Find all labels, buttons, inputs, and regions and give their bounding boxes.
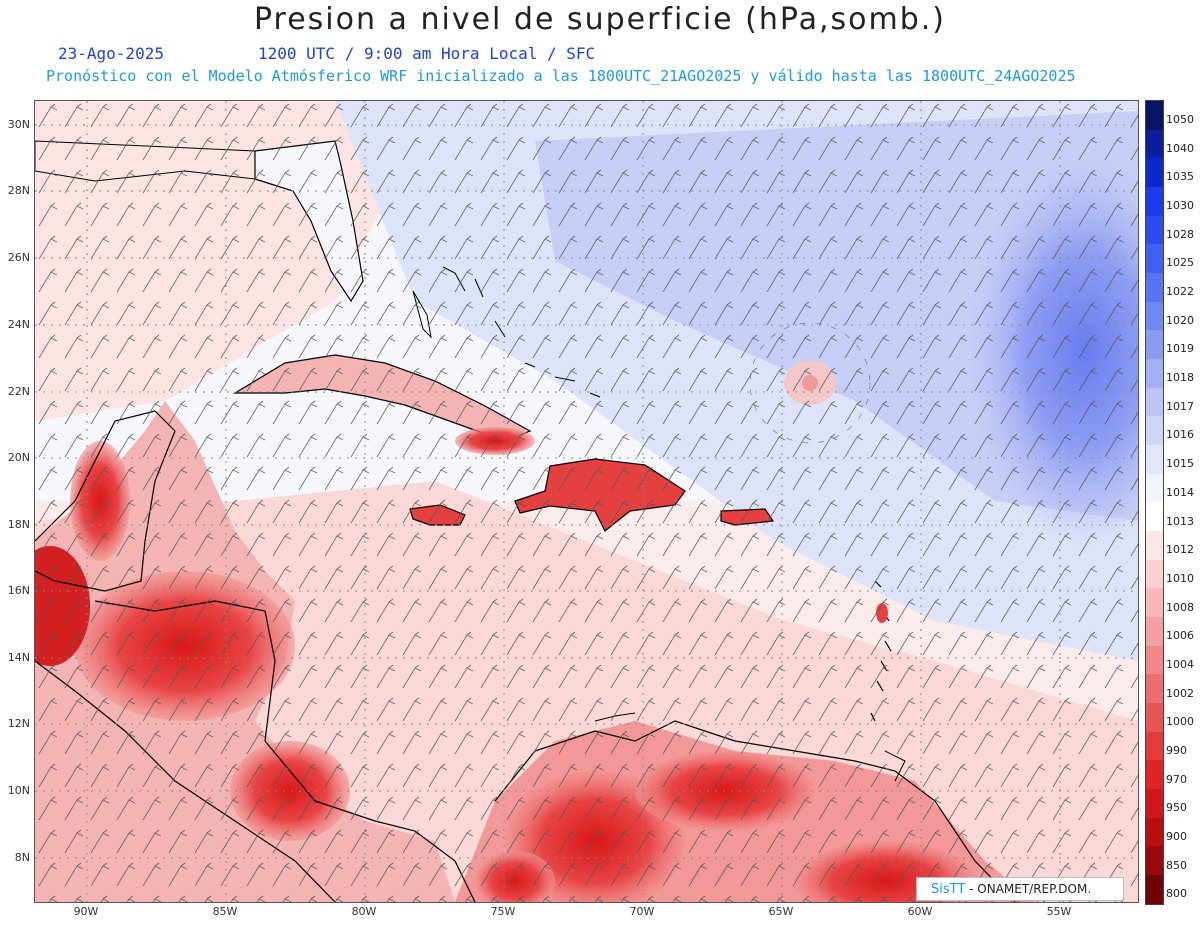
valid-time: 1200 UTC / 9:00 am Hora Local / SFC	[258, 44, 596, 63]
lon-label-60w: 60W	[907, 905, 933, 918]
lon-label-75w: 75W	[490, 905, 516, 918]
pressure-colorbar	[1145, 100, 1164, 905]
colorbar-label: 1000	[1166, 715, 1194, 729]
lat-label-18n: 18N	[7, 518, 30, 531]
colorbar-swatch	[1146, 215, 1163, 245]
colorbar-swatch	[1146, 760, 1163, 790]
colorbar-swatch	[1146, 588, 1163, 618]
pressure-map	[34, 100, 1139, 903]
colorbar-swatch	[1146, 129, 1163, 159]
colorbar-swatch	[1146, 158, 1163, 188]
lat-label-16n: 16N	[7, 584, 30, 597]
forecast-description: Pronóstico con el Modelo Atmósferico WRF…	[46, 67, 1076, 85]
colorbar-swatch	[1146, 273, 1163, 302]
colorbar-swatch	[1146, 359, 1163, 388]
colorbar-label: 990	[1166, 743, 1187, 757]
colorbar-label: 1028	[1166, 227, 1194, 241]
colorbar-swatch	[1146, 502, 1163, 532]
colorbar-label: 1019	[1166, 342, 1194, 356]
colorbar-label: 1017	[1166, 399, 1194, 413]
lat-lon-grid	[35, 101, 1138, 902]
colorbar-label: 1013	[1166, 514, 1194, 528]
colorbar-label: 1020	[1166, 313, 1194, 327]
colorbar-label: 1050	[1166, 113, 1194, 126]
colorbar-label: 1010	[1166, 571, 1194, 585]
colorbar-label: 1030	[1166, 199, 1194, 213]
colorbar-swatch	[1146, 187, 1163, 216]
wind-barbs	[35, 101, 1138, 902]
lat-label-26n: 26N	[7, 251, 30, 264]
colorbar-label: 1025	[1166, 256, 1194, 270]
colorbar-label: 800	[1166, 887, 1187, 901]
lon-label-85w: 85W	[212, 905, 238, 918]
colorbar-swatch	[1146, 875, 1163, 904]
lon-label-70w: 70W	[629, 905, 655, 918]
colorbar-swatch	[1146, 674, 1163, 704]
lon-label-55w: 55W	[1046, 905, 1072, 918]
colorbar-label: 970	[1166, 772, 1187, 786]
colorbar-swatch	[1146, 617, 1163, 646]
colorbar-swatch	[1146, 645, 1163, 675]
lon-label-90w: 90W	[73, 905, 99, 918]
lat-label-20n: 20N	[7, 451, 30, 464]
colorbar-swatch	[1146, 731, 1163, 761]
colorbar-swatch	[1146, 817, 1163, 847]
colorbar-swatch	[1146, 301, 1163, 331]
colorbar-label: 900	[1166, 829, 1187, 843]
colorbar-label: 1008	[1166, 600, 1194, 614]
colorbar-label: 1006	[1166, 629, 1194, 643]
colorbar-label: 950	[1166, 801, 1187, 815]
colorbar-swatch	[1146, 789, 1163, 818]
colorbar-label: 1035	[1166, 170, 1194, 184]
lat-label-14n: 14N	[7, 651, 30, 664]
colorbar-swatch	[1146, 387, 1163, 417]
colorbar-label: 1018	[1166, 371, 1194, 385]
sistt-logo: SisTT	[931, 882, 966, 897]
lat-label-28n: 28N	[7, 184, 30, 197]
lat-label-24n: 24N	[7, 318, 30, 331]
colorbar-swatch	[1146, 559, 1163, 589]
lon-label-80w: 80W	[351, 905, 377, 918]
colorbar-label: 850	[1166, 858, 1187, 872]
map-title: Presion a nivel de superficie (hPa,somb.…	[253, 2, 947, 37]
colorbar-swatch	[1146, 846, 1163, 876]
lat-label-30n: 30N	[7, 118, 30, 131]
lat-label-22n: 22N	[7, 385, 30, 398]
colorbar-swatch	[1146, 473, 1163, 503]
lat-label-8n: 8N	[14, 851, 30, 864]
colorbar-swatch	[1146, 330, 1163, 360]
colorbar-swatch	[1146, 244, 1163, 274]
colorbar-label: 1016	[1166, 428, 1194, 442]
colorbar-swatch	[1146, 445, 1163, 474]
colorbar-label: 1014	[1166, 485, 1194, 499]
colorbar-label: 1012	[1166, 543, 1194, 557]
colorbar-label: 1002	[1166, 686, 1194, 700]
lat-label-10n: 10N	[7, 784, 30, 797]
colorbar-swatch	[1146, 416, 1163, 446]
colorbar-label: 1015	[1166, 457, 1194, 471]
credit-box: SisTT - ONAMET/REP.DOM.	[916, 877, 1124, 901]
colorbar-swatch	[1146, 531, 1163, 560]
colorbar-label: 1004	[1166, 657, 1194, 671]
lat-label-12n: 12N	[7, 717, 30, 730]
colorbar-swatch	[1146, 101, 1163, 130]
lon-label-65w: 65W	[768, 905, 794, 918]
colorbar-swatch	[1146, 703, 1163, 732]
colorbar-label: 1022	[1166, 285, 1194, 299]
storm-circulation	[749, 322, 871, 444]
credit-text: - ONAMET/REP.DOM.	[965, 882, 1092, 896]
valid-date: 23-Ago-2025	[58, 44, 164, 63]
colorbar-label: 1040	[1166, 141, 1194, 155]
